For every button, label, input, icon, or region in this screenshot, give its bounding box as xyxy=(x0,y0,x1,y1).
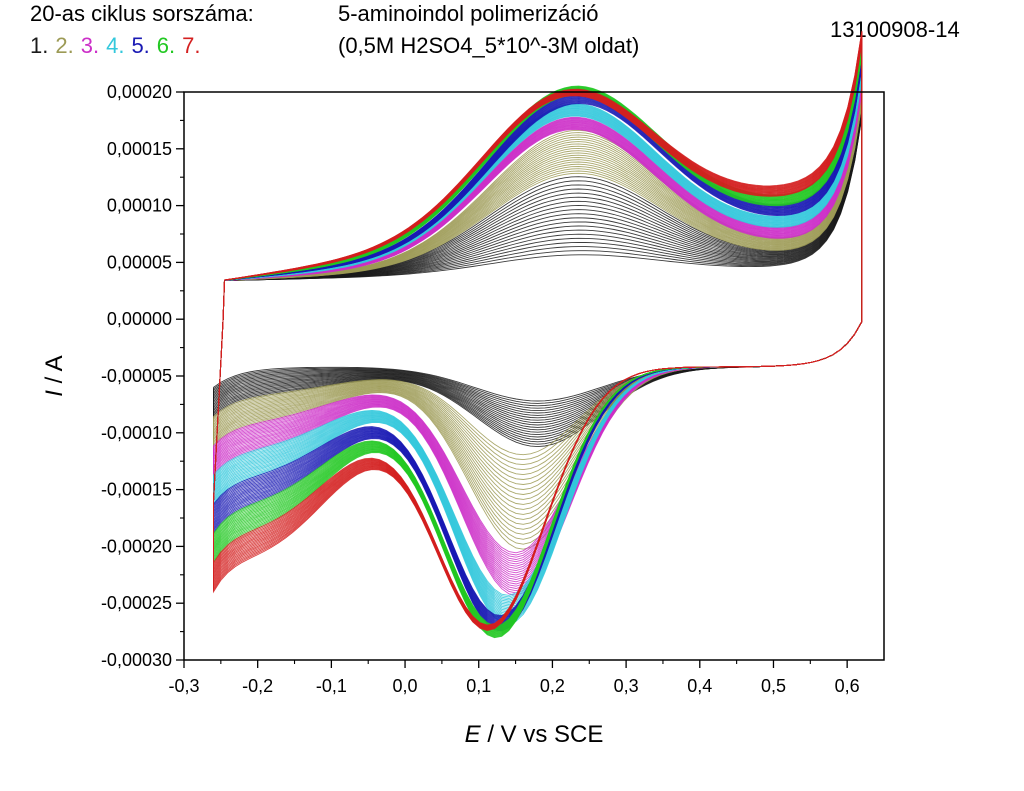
y-tick-label: 0,00000 xyxy=(107,309,172,329)
x-tick-label: 0,2 xyxy=(540,676,565,696)
cycle-curve xyxy=(213,64,863,621)
cycle-curve xyxy=(213,73,863,612)
cycle-curve xyxy=(213,63,863,621)
cycle-curve xyxy=(213,75,863,605)
x-tick-label: -0,1 xyxy=(316,676,347,696)
y-tick-label: -0,00010 xyxy=(101,423,172,443)
legend-entry-3: 3. xyxy=(80,33,100,58)
legend-title: 20-as ciklus sorszáma: xyxy=(30,1,254,26)
y-tick-label: 0,00010 xyxy=(107,196,172,216)
y-tick-label: 0,00005 xyxy=(107,252,172,272)
y-tick-label: -0,00030 xyxy=(101,650,172,670)
y-tick-label: -0,00025 xyxy=(101,593,172,613)
series-7 xyxy=(213,30,863,631)
x-tick-label: -0,3 xyxy=(168,676,199,696)
cycle-curve xyxy=(213,79,863,596)
chart-subtitle: (0,5M H2SO4_5*10^-3M oldat) xyxy=(338,33,640,58)
x-tick-label: 0,4 xyxy=(687,676,712,696)
cycle-curve xyxy=(213,79,863,596)
y-tick-label: -0,00020 xyxy=(101,536,172,556)
x-tick-label: 0,1 xyxy=(466,676,491,696)
cycle-curve xyxy=(213,72,863,613)
cycle-curve xyxy=(213,77,863,602)
x-tick-label: 0,5 xyxy=(761,676,786,696)
cycle-curve xyxy=(213,61,863,625)
x-tick-label: 0,0 xyxy=(393,676,418,696)
legend-entry-1: 1. xyxy=(30,33,49,58)
y-tick-label: 0,00015 xyxy=(107,139,172,159)
y-tick-label: 0,00020 xyxy=(107,82,172,102)
x-tick-label: 0,3 xyxy=(614,676,639,696)
y-axis-label: I / A xyxy=(41,355,68,396)
cycle-curve xyxy=(213,66,863,617)
cycle-curve xyxy=(213,76,863,604)
sample-id: 13100908-14 xyxy=(830,17,960,42)
cv-curves xyxy=(213,30,863,639)
axes: -0,3 -0,2 -0,1 0,0 0,1 0,2 0,3 0,4 0,5 0,6 -0,0003… xyxy=(101,82,860,696)
cycle-curve xyxy=(213,30,863,631)
x-tick-label: 0,6 xyxy=(835,676,860,696)
legend-entry-6: 6. xyxy=(156,33,176,58)
legend-entry-2: 2. xyxy=(55,33,74,58)
y-tick-label: -0,00005 xyxy=(101,366,172,386)
x-axis-label: E / V vs SCE xyxy=(465,721,604,748)
y-tick-label: -0,00015 xyxy=(101,480,172,500)
legend-entry-5: 5. xyxy=(131,33,150,58)
x-tick-label: -0,2 xyxy=(242,676,273,696)
series-3 xyxy=(213,79,863,596)
chart-title: 5-aminoindol polimerizáció xyxy=(338,1,599,26)
cycle-curve xyxy=(213,72,863,615)
legend-entry-4: 4. xyxy=(106,33,125,58)
legend-entries: 1. 2. 3. 4. 5. 6. 7. xyxy=(30,32,208,60)
cycle-curve xyxy=(213,111,863,502)
legend-entry-7: 7. xyxy=(182,33,201,58)
